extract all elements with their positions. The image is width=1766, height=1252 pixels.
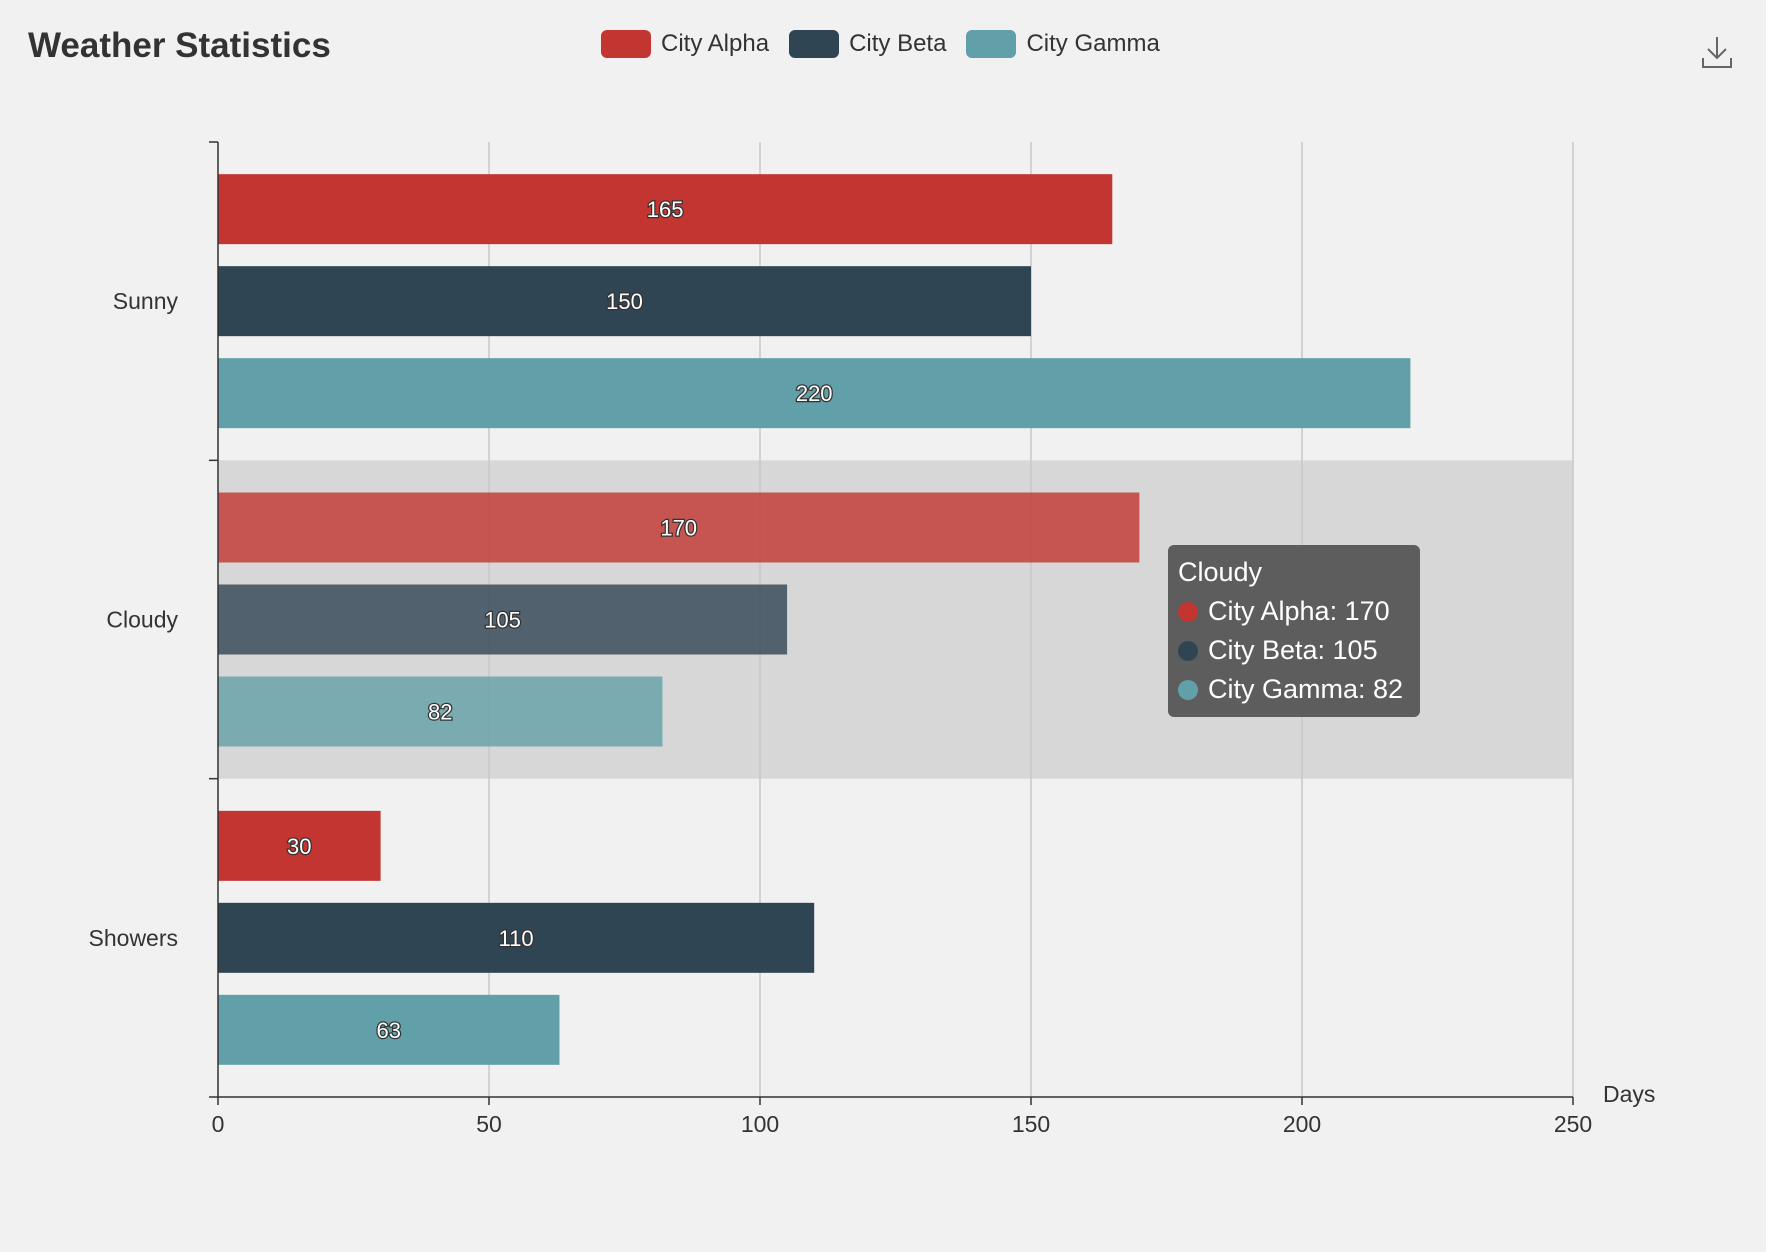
bar-city-gamma-sunny[interactable] (218, 358, 1411, 429)
x-tick-label: 0 (212, 1111, 225, 1137)
legend-item-city-alpha[interactable]: City Alpha (601, 30, 769, 58)
x-tick-label: 200 (1283, 1111, 1321, 1137)
bar-value-label: 105 (484, 608, 521, 633)
bar-city-alpha-sunny[interactable] (218, 174, 1113, 245)
x-tick-label: 50 (476, 1111, 502, 1137)
bar-city-gamma-showers[interactable] (218, 994, 560, 1065)
legend-item-city-beta[interactable]: City Beta (789, 30, 946, 58)
legend: City Alpha City Beta City Gamma (601, 30, 1180, 58)
download-icon (1702, 37, 1732, 68)
bar-city-beta-cloudy[interactable] (218, 584, 788, 655)
legend-item-city-gamma[interactable]: City Gamma (966, 30, 1160, 58)
legend-swatch-city-gamma (966, 30, 1017, 58)
bar-value-label: 150 (606, 289, 643, 314)
bar-value-label: 82 (428, 700, 452, 725)
legend-label: City Gamma (1026, 30, 1160, 57)
y-tick-label: Cloudy (106, 607, 178, 633)
bar-city-gamma-cloudy[interactable] (218, 676, 663, 747)
bar-value-label: 220 (796, 381, 833, 406)
bar-value-label: 30 (287, 834, 311, 859)
tooltip-row: City Gamma: 82 (1178, 674, 1410, 705)
bar-city-beta-sunny[interactable] (218, 266, 1031, 337)
bar-city-alpha-cloudy[interactable] (218, 492, 1140, 563)
y-tick-label: Sunny (113, 288, 179, 314)
legend-label: City Beta (849, 30, 947, 57)
y-tick-label: Showers (89, 925, 178, 951)
bar-city-alpha-showers[interactable] (218, 810, 381, 881)
tooltip-row-text: City Alpha: 170 (1208, 596, 1390, 626)
bar-city-beta-showers[interactable] (218, 902, 815, 973)
tooltip-row: City Alpha: 170 (1178, 596, 1410, 627)
download-button[interactable] (1700, 34, 1734, 70)
x-tick-label: 100 (741, 1111, 779, 1137)
x-axis-title: Days (1603, 1081, 1655, 1107)
x-tick-label: 150 (1012, 1111, 1050, 1137)
bar-value-label: 165 (647, 197, 684, 222)
legend-swatch-city-alpha (601, 30, 651, 58)
x-tick-label: 250 (1554, 1111, 1592, 1137)
legend-swatch-city-beta (789, 30, 840, 58)
legend-label: City Alpha (661, 30, 770, 57)
chart-title: Weather Statistics (28, 26, 331, 65)
tooltip-title: Cloudy (1178, 557, 1263, 587)
bar-value-label: 63 (376, 1018, 400, 1043)
tooltip: Cloudy City Alpha: 170 City Beta: 105 Ci… (1168, 545, 1420, 717)
tooltip-dot (1178, 640, 1198, 661)
tooltip-row: City Beta: 105 (1178, 635, 1410, 666)
tooltip-row-text: City Gamma: 82 (1208, 674, 1404, 704)
tooltip-dot (1178, 679, 1198, 700)
bar-value-label: 110 (499, 926, 534, 951)
bar-value-label: 170 (660, 516, 697, 541)
tooltip-dot (1178, 601, 1198, 622)
tooltip-row-text: City Beta: 105 (1208, 635, 1378, 665)
